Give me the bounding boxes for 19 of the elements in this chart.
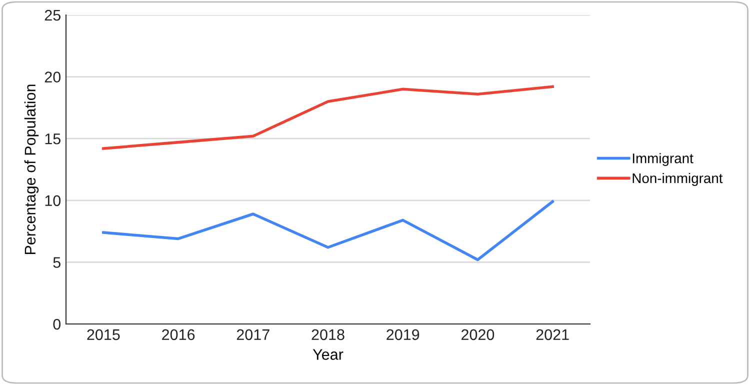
y-axis-title: Percentage of Population [24, 84, 39, 254]
legend-label: Non-immigrant [632, 172, 723, 186]
x-tick-label: 2015 [87, 329, 120, 340]
x-tick-label: 2019 [386, 329, 420, 340]
legend-label: Immigrant [632, 153, 694, 166]
x-tick-label: 2017 [236, 329, 270, 340]
x-tick-label: 2016 [162, 329, 195, 340]
x-tick-label: 2018 [312, 329, 344, 340]
y-tick-label: 20 [44, 72, 61, 82]
y-tick-label: 5 [53, 257, 60, 268]
x-tick-label: 2020 [461, 329, 494, 340]
x-tick-label: 2021 [536, 329, 569, 340]
y-tick-label: 25 [44, 10, 60, 21]
x-axis-title: Year [312, 349, 344, 360]
y-tick-label: 0 [53, 318, 61, 330]
line-series [102, 85, 554, 150]
y-tick-label: 10 [45, 195, 61, 206]
line-series [102, 200, 554, 262]
y-tick-label: 15 [45, 134, 60, 144]
